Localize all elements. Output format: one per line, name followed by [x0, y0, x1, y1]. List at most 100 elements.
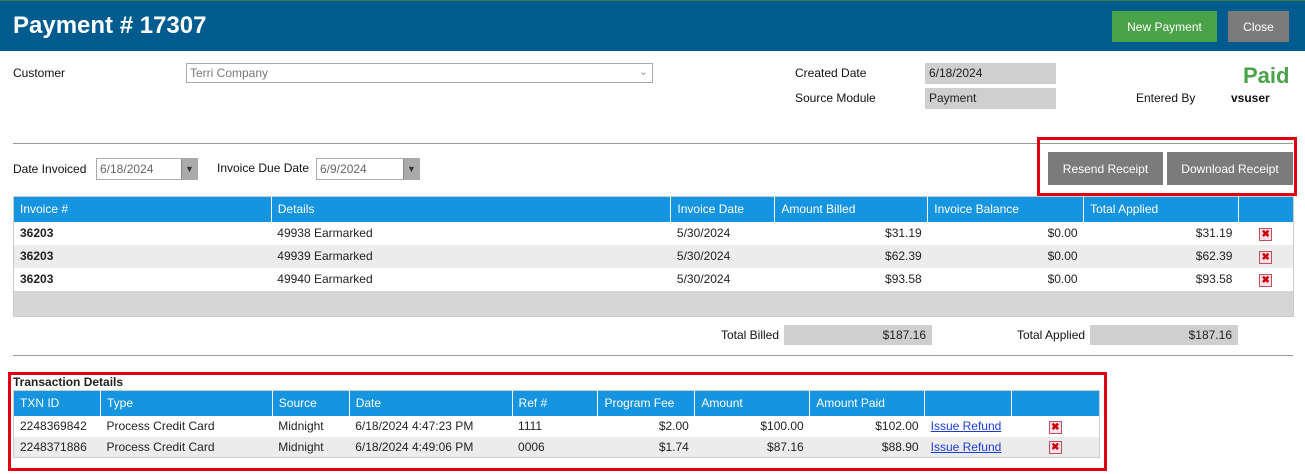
table-row: 36203 49938 Earmarked 5/30/2024 $31.19 $… — [14, 222, 1294, 245]
row-actions: ✖ — [1238, 244, 1294, 268]
delete-x-icon[interactable]: ✖ — [1259, 273, 1273, 287]
txn-amount-paid: $102.00 — [875, 419, 919, 433]
row-actions: ✖ — [1011, 436, 1100, 458]
entered-by-value: vsuser — [1231, 91, 1270, 105]
col-refund — [924, 390, 1013, 416]
row-actions: ✖ — [1238, 268, 1293, 291]
col-amount-paid: Amount Paid — [809, 390, 926, 416]
transaction-table-header: TXN ID Type Source Date Ref # Program Fe… — [13, 390, 1100, 416]
refund-cell: Issue Refund — [924, 436, 1012, 458]
invoice-balance: $0.00 — [1047, 272, 1078, 286]
source-module-field: Payment — [925, 88, 1056, 109]
col-total-applied: Total Applied — [1083, 196, 1239, 222]
divider — [13, 355, 1293, 356]
new-payment-button[interactable]: New Payment — [1112, 11, 1217, 42]
delete-x-icon[interactable]: ✖ — [1048, 420, 1062, 434]
col-source: Source — [272, 390, 350, 416]
delete-x-icon[interactable]: ✖ — [1259, 250, 1273, 264]
txn-amount-paid: $88.90 — [809, 436, 925, 458]
refund-cell: Issue Refund — [925, 416, 1012, 437]
txn-source: Midnight — [272, 436, 350, 458]
chevron-down-icon[interactable]: ▼ — [403, 159, 419, 179]
source-module-label: Source Module — [795, 91, 876, 105]
invoice-due-date-label: Invoice Due Date — [217, 161, 310, 175]
delete-x-icon[interactable]: ✖ — [1259, 227, 1273, 241]
txn-source: Midnight — [278, 419, 324, 433]
col-invoice-balance: Invoice Balance — [927, 196, 1085, 222]
total-applied-value: $187.16 — [1090, 325, 1238, 345]
date-invoiced-value: 6/18/2024 — [100, 162, 154, 176]
col-actions — [1011, 390, 1100, 416]
table-row: 36203 49940 Earmarked 5/30/2024 $93.58 $… — [14, 268, 1294, 291]
entered-by-label: Entered By — [1136, 91, 1196, 105]
date-invoiced-field[interactable]: 6/18/2024 ▼ — [96, 158, 198, 180]
col-amount-billed: Amount Billed — [774, 196, 929, 222]
txn-program-fee: $2.00 — [658, 419, 689, 433]
amount-billed: $62.39 — [774, 244, 928, 268]
invoice-date: 5/30/2024 — [670, 244, 775, 268]
issue-refund-link[interactable]: Issue Refund — [930, 439, 1002, 454]
txn-ref: 1111 — [518, 419, 543, 433]
col-txn-id: TXN ID — [13, 390, 101, 416]
txn-type: Process Credit Card — [106, 419, 215, 433]
customer-value: Terri Company — [190, 66, 269, 80]
total-applied: $62.39 — [1083, 244, 1239, 268]
txn-program-fee: $1.74 — [597, 436, 695, 458]
invoice-number: 36203 — [13, 244, 272, 268]
txn-id: 2248371886 — [13, 436, 101, 458]
col-ref: Ref # — [512, 390, 599, 416]
col-actions — [1238, 196, 1294, 222]
date-invoiced-label: Date Invoiced — [13, 162, 87, 176]
resend-receipt-button[interactable]: Resend Receipt — [1048, 152, 1163, 185]
issue-refund-link[interactable]: Issue Refund — [930, 419, 1002, 433]
created-date-label: Created Date — [795, 66, 867, 80]
row-actions: ✖ — [1238, 222, 1293, 245]
col-invoice-number: Invoice # — [13, 196, 272, 222]
invoice-due-date-field[interactable]: 6/9/2024 ▼ — [316, 158, 420, 180]
page-title: Payment # 17307 — [13, 12, 207, 39]
invoice-details: 49940 Earmarked — [277, 272, 373, 286]
table-footer-cell — [13, 290, 1294, 317]
close-button[interactable]: Close — [1228, 11, 1289, 42]
col-date: Date — [349, 390, 513, 416]
invoice-balance: $0.00 — [1047, 226, 1078, 240]
invoice-date: 5/30/2024 — [676, 272, 731, 286]
chevron-down-icon: ⌄ — [638, 66, 648, 78]
invoice-details: 49939 Earmarked — [271, 244, 671, 268]
col-program-fee: Program Fee — [597, 390, 696, 416]
chevron-down-icon[interactable]: ▼ — [181, 159, 197, 179]
total-billed-label: Total Billed — [721, 328, 780, 342]
invoice-table: Invoice # Details Invoice Date Amount Bi… — [13, 196, 1294, 317]
col-type: Type — [100, 390, 273, 416]
download-receipt-button[interactable]: Download Receipt — [1167, 152, 1293, 185]
col-details: Details — [271, 196, 672, 222]
customer-select[interactable]: Terri Company ⌄ — [186, 63, 653, 83]
total-applied: $31.19 — [1195, 226, 1233, 240]
txn-amount: $100.00 — [760, 419, 804, 433]
col-amount: Amount — [694, 390, 811, 416]
txn-date: 6/18/2024 4:47:23 PM — [355, 419, 474, 433]
table-footer-row — [13, 290, 1294, 317]
invoice-number: 36203 — [20, 226, 54, 240]
delete-x-icon[interactable]: ✖ — [1048, 441, 1062, 455]
txn-type: Process Credit Card — [100, 436, 273, 458]
transaction-details-title: Transaction Details — [13, 375, 124, 389]
receipt-actions-highlight — [1037, 137, 1297, 196]
amount-billed: $31.19 — [885, 226, 922, 240]
page-header: Payment # 17307 New Payment Close — [0, 0, 1305, 51]
status-badge: Paid — [1243, 63, 1290, 88]
invoice-number: 36203 — [20, 272, 54, 286]
created-date-field: 6/18/2024 — [925, 63, 1056, 84]
customer-label: Customer — [13, 66, 66, 80]
transaction-table: TXN ID Type Source Date Ref # Program Fe… — [13, 390, 1100, 458]
total-applied: $93.58 — [1195, 272, 1233, 286]
table-row: 36203 49939 Earmarked 5/30/2024 $62.39 $… — [13, 244, 1294, 268]
table-row: 2248369842 Process Credit Card Midnight … — [14, 416, 1100, 437]
invoice-due-date-value: 6/9/2024 — [320, 162, 367, 176]
txn-amount: $87.16 — [694, 436, 810, 458]
total-billed-value: $187.16 — [784, 325, 932, 345]
amount-billed: $93.58 — [885, 272, 922, 286]
col-invoice-date: Invoice Date — [670, 196, 776, 222]
invoice-details: 49938 Earmarked — [277, 226, 373, 240]
total-applied-label: Total Applied — [1017, 328, 1086, 342]
